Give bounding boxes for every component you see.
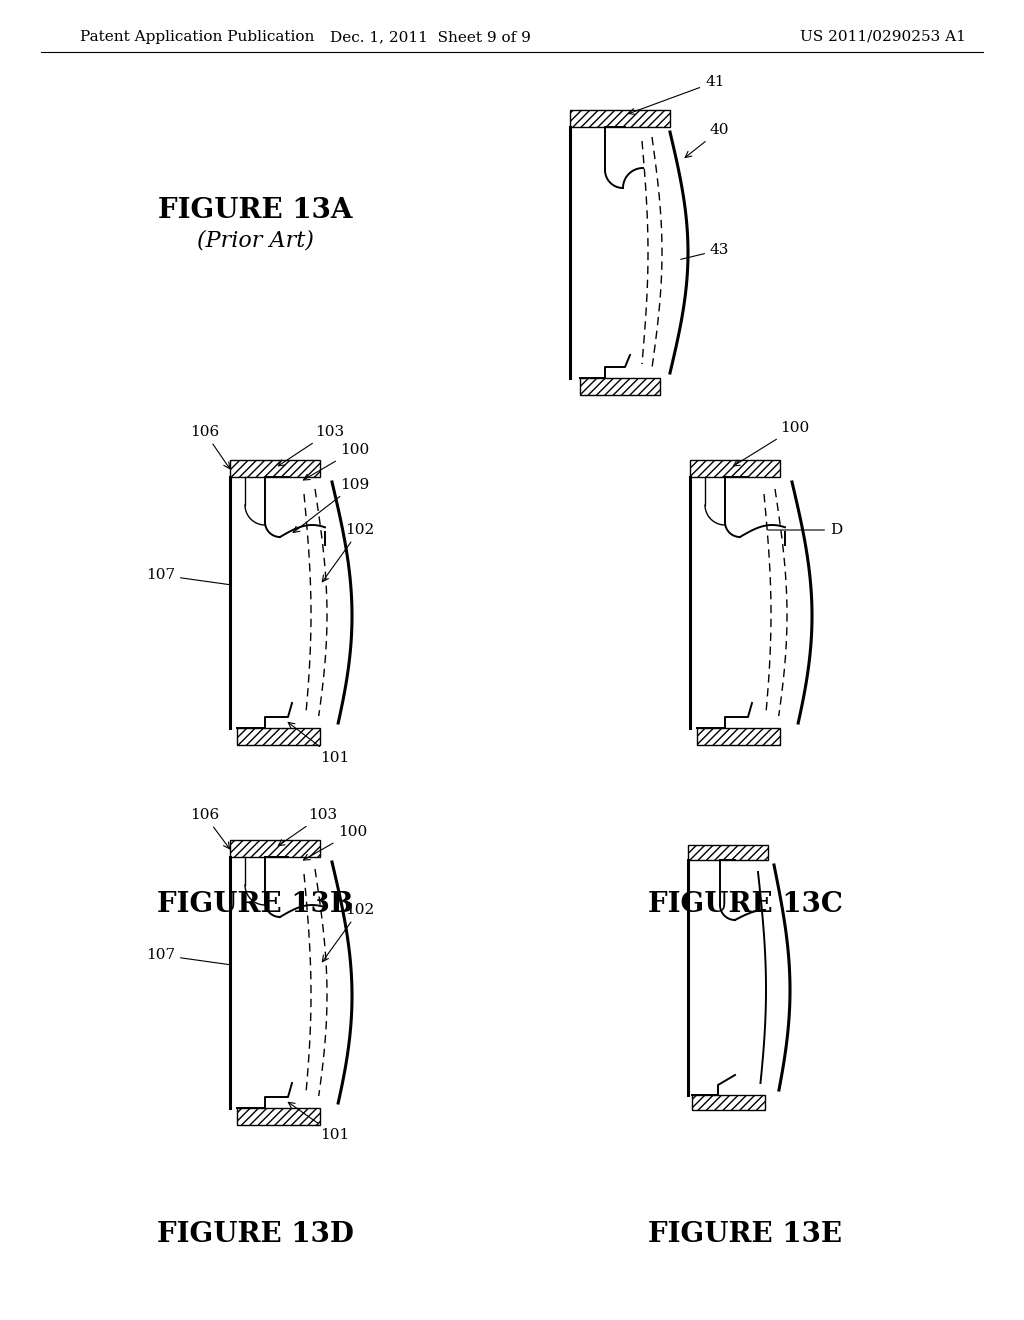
Text: 102: 102	[323, 903, 374, 962]
Text: 100: 100	[303, 825, 368, 861]
Bar	[580, 378, 660, 395]
Text: 103: 103	[279, 808, 337, 846]
Text: FIGURE 13E: FIGURE 13E	[648, 1221, 842, 1249]
Bar	[688, 845, 768, 861]
Text: FIGURE 13B: FIGURE 13B	[157, 891, 353, 917]
Text: FIGURE 13A: FIGURE 13A	[158, 197, 352, 223]
Bar	[692, 1096, 765, 1110]
Bar	[690, 459, 780, 477]
Text: (Prior Art): (Prior Art)	[197, 228, 313, 251]
Text: 101: 101	[288, 722, 349, 766]
Text: 100: 100	[733, 421, 809, 466]
Text: 103: 103	[279, 425, 344, 466]
Text: 43: 43	[681, 243, 729, 259]
Bar	[237, 1107, 319, 1125]
Bar	[230, 840, 319, 857]
Text: 102: 102	[323, 523, 374, 582]
Text: 40: 40	[685, 123, 729, 157]
Bar	[237, 729, 319, 744]
Bar	[230, 459, 319, 477]
Bar	[697, 729, 780, 744]
Text: 107: 107	[145, 948, 229, 965]
Text: D: D	[768, 523, 843, 537]
Text: 100: 100	[303, 444, 370, 480]
Text: 106: 106	[190, 808, 229, 849]
Text: FIGURE 13C: FIGURE 13C	[647, 891, 843, 917]
Text: 101: 101	[289, 1102, 349, 1142]
Text: US 2011/0290253 A1: US 2011/0290253 A1	[800, 30, 966, 44]
Text: Dec. 1, 2011  Sheet 9 of 9: Dec. 1, 2011 Sheet 9 of 9	[330, 30, 530, 44]
Bar	[570, 110, 670, 127]
Text: FIGURE 13D: FIGURE 13D	[157, 1221, 353, 1249]
Text: 109: 109	[293, 478, 370, 532]
Text: 107: 107	[145, 568, 229, 585]
Text: 106: 106	[190, 425, 229, 469]
Text: Patent Application Publication: Patent Application Publication	[80, 30, 314, 44]
Text: 41: 41	[629, 75, 725, 115]
